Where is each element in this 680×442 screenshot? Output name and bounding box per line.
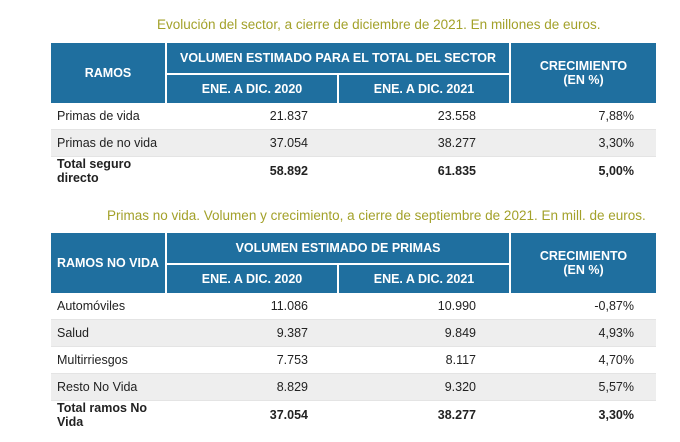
value-2020: 9.387 xyxy=(166,319,338,347)
header-crecimiento-label: CRECIMIENTO xyxy=(539,249,628,263)
non-life-premiums-table: RAMOS NO VIDA VOLUMEN ESTIMADO DE PRIMAS… xyxy=(51,233,656,429)
total-row: Total seguro directo 58.892 61.835 5,00% xyxy=(51,157,656,185)
value-2020: 37.054 xyxy=(166,129,338,157)
growth-value: -0,87% xyxy=(510,293,656,320)
header-ramos: RAMOS NO VIDA xyxy=(51,233,167,293)
total-row: Total ramos No Vida 37.054 38.277 3,30% xyxy=(51,401,656,429)
value-2020: 11.086 xyxy=(166,293,338,320)
growth-value: 3,30% xyxy=(510,129,656,157)
value-2021: 8.117 xyxy=(338,346,510,374)
table-row: Automóviles 11.086 10.990 -0,87% xyxy=(51,293,656,320)
header-2021: ENE. A DIC. 2021 xyxy=(338,73,511,103)
header-ramos: RAMOS xyxy=(51,43,167,103)
table1-caption: Evolución del sector, a cierre de diciem… xyxy=(157,17,601,32)
header-crecimiento-unit: (EN %) xyxy=(563,73,604,87)
value-2021: 38.277 xyxy=(437,408,476,422)
header-crecimiento: CRECIMIENTO (EN %) xyxy=(510,43,656,103)
header-volumen: VOLUMEN ESTIMADO DE PRIMAS xyxy=(166,233,511,264)
sector-evolution-table: RAMOS VOLUMEN ESTIMADO PARA EL TOTAL DEL… xyxy=(51,43,656,185)
value-2021: 9.320 xyxy=(338,373,510,401)
value-2020: 58.892 xyxy=(269,164,308,178)
row-label: Automóviles xyxy=(51,293,166,320)
row-label: Total seguro directo xyxy=(57,157,132,185)
growth-value: 4,70% xyxy=(510,346,656,374)
growth-value: 3,30% xyxy=(598,408,634,422)
value-2020: 37.054 xyxy=(269,408,308,422)
value-2021: 61.835 xyxy=(437,164,476,178)
header-crecimiento-unit: (EN %) xyxy=(563,263,604,277)
growth-value: 4,93% xyxy=(510,319,656,347)
value-2020: 7.753 xyxy=(166,346,338,374)
row-label: Multirriesgos xyxy=(51,346,166,374)
header-2020: ENE. A DIC. 2020 xyxy=(166,263,339,293)
row-label: Resto No Vida xyxy=(51,373,166,401)
table-row: Primas de no vida 37.054 38.277 3,30% xyxy=(51,129,656,157)
header-volumen: VOLUMEN ESTIMADO PARA EL TOTAL DEL SECTO… xyxy=(166,43,511,74)
growth-value: 5,57% xyxy=(510,373,656,401)
row-label: Salud xyxy=(51,319,166,347)
header-crecimiento-label: CRECIMIENTO xyxy=(539,59,628,73)
table2-caption: Primas no vida. Volumen y crecimiento, a… xyxy=(107,208,646,223)
table-row: Resto No Vida 8.829 9.320 5,57% xyxy=(51,373,656,401)
header-2020: ENE. A DIC. 2020 xyxy=(166,73,339,103)
header-crecimiento: CRECIMIENTO (EN %) xyxy=(510,233,656,293)
table-row: Primas de vida 21.837 23.558 7,88% xyxy=(51,103,656,130)
table-row: Multirriesgos 7.753 8.117 4,70% xyxy=(51,346,656,374)
value-2021: 23.558 xyxy=(338,103,510,130)
row-label: Primas de vida xyxy=(51,103,166,130)
growth-value: 5,00% xyxy=(598,164,634,178)
row-label: Total ramos No Vida xyxy=(57,401,148,429)
value-2021: 9.849 xyxy=(338,319,510,347)
value-2021: 10.990 xyxy=(338,293,510,320)
header-2021: ENE. A DIC. 2021 xyxy=(338,263,511,293)
value-2020: 21.837 xyxy=(166,103,338,130)
value-2021: 38.277 xyxy=(338,129,510,157)
growth-value: 7,88% xyxy=(510,103,656,130)
table-row: Salud 9.387 9.849 4,93% xyxy=(51,319,656,347)
value-2020: 8.829 xyxy=(166,373,338,401)
row-label: Primas de no vida xyxy=(51,129,166,157)
